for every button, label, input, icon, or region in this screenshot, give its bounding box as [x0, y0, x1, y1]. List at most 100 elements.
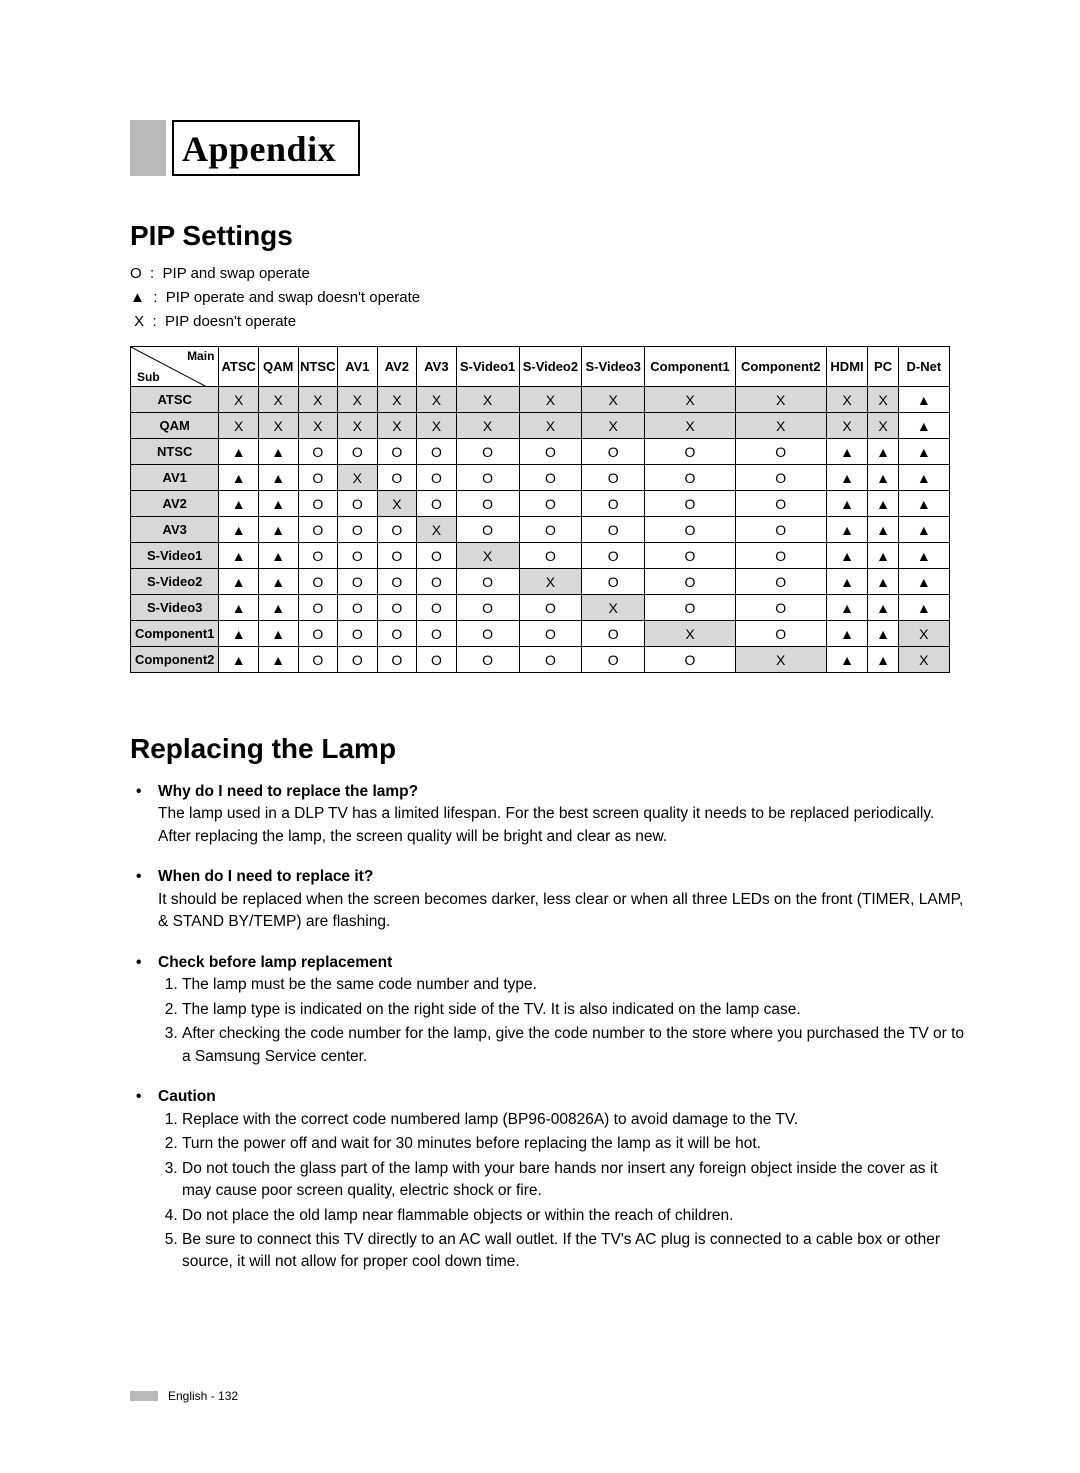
- pip-cell: ▲: [258, 595, 298, 621]
- pip-cell: O: [298, 439, 338, 465]
- pip-cell: O: [519, 517, 582, 543]
- pip-row-header: S-Video2: [131, 569, 219, 595]
- pip-cell: O: [377, 543, 417, 569]
- pip-cell: O: [519, 647, 582, 673]
- legend-text: PIP doesn't operate: [165, 313, 296, 330]
- table-row: AV1▲▲OXOOOOOOO▲▲▲: [131, 465, 950, 491]
- pip-cell: X: [826, 413, 868, 439]
- pip-col-header: PC: [868, 347, 898, 387]
- pip-cell: X: [826, 387, 868, 413]
- lamp-list: •Why do I need to replace the lamp?The l…: [130, 781, 970, 1274]
- pip-cell: O: [377, 621, 417, 647]
- pip-cell: O: [338, 647, 378, 673]
- bullet-icon: •: [136, 781, 141, 803]
- pip-cell: ▲: [868, 569, 898, 595]
- pip-cell: ▲: [868, 621, 898, 647]
- lamp-question: Check before lamp replacement: [158, 952, 970, 974]
- pip-cell: X: [582, 595, 645, 621]
- pip-cell: O: [377, 647, 417, 673]
- pip-cell: O: [338, 621, 378, 647]
- pip-cell: X: [258, 413, 298, 439]
- pip-cell: O: [417, 465, 457, 491]
- legend-row: ▲ : PIP operate and swap doesn't operate: [130, 286, 970, 310]
- pip-cell: O: [519, 439, 582, 465]
- pip-cell: O: [735, 543, 826, 569]
- pip-cell: O: [338, 543, 378, 569]
- pip-cell: O: [582, 621, 645, 647]
- title-accent: [130, 120, 166, 176]
- pip-cell: O: [645, 543, 736, 569]
- pip-cell: X: [519, 413, 582, 439]
- pip-cell: O: [377, 569, 417, 595]
- pip-cell: ▲: [868, 647, 898, 673]
- pip-cell: ▲: [826, 491, 868, 517]
- pip-cell: ▲: [898, 465, 949, 491]
- pip-cell: ▲: [868, 543, 898, 569]
- pip-cell: O: [456, 491, 519, 517]
- pip-col-header: S-Video1: [456, 347, 519, 387]
- pip-cell: ▲: [898, 517, 949, 543]
- lamp-question: When do I need to replace it?: [158, 866, 970, 888]
- pip-cell: ▲: [868, 465, 898, 491]
- pip-corner-cell: Main Sub: [131, 347, 219, 387]
- pip-cell: X: [645, 413, 736, 439]
- pip-cell: O: [338, 491, 378, 517]
- pip-cell: O: [519, 595, 582, 621]
- pip-cell: ▲: [898, 491, 949, 517]
- pip-cell: ▲: [898, 569, 949, 595]
- pip-cell: X: [219, 387, 259, 413]
- legend-sym: X: [134, 313, 144, 330]
- pip-legend: O : PIP and swap operate ▲ : PIP operate…: [130, 262, 970, 334]
- pip-col-header: HDMI: [826, 347, 868, 387]
- pip-cell: ▲: [219, 621, 259, 647]
- lamp-list-item: Be sure to connect this TV directly to a…: [182, 1229, 970, 1274]
- footer-text: English - 132: [168, 1389, 238, 1403]
- pip-cell: ▲: [219, 647, 259, 673]
- pip-col-header: AV2: [377, 347, 417, 387]
- pip-cell: X: [645, 621, 736, 647]
- bullet-icon: •: [136, 1086, 141, 1108]
- pip-cell: X: [898, 621, 949, 647]
- corner-main: Main: [187, 349, 214, 363]
- lamp-list-item: Do not place the old lamp near flammable…: [182, 1205, 970, 1227]
- pip-row-header: AV2: [131, 491, 219, 517]
- pip-cell: ▲: [258, 621, 298, 647]
- pip-cell: X: [735, 387, 826, 413]
- pip-cell: ▲: [258, 439, 298, 465]
- pip-cell: O: [519, 621, 582, 647]
- pip-cell: ▲: [898, 387, 949, 413]
- page-footer: English - 132: [130, 1389, 238, 1403]
- lamp-heading: Replacing the Lamp: [130, 733, 970, 765]
- pip-cell: O: [417, 491, 457, 517]
- pip-cell: ▲: [826, 517, 868, 543]
- pip-cell: X: [258, 387, 298, 413]
- lamp-list-item: Do not touch the glass part of the lamp …: [182, 1158, 970, 1203]
- legend-sym: O: [130, 265, 142, 282]
- pip-row-header: QAM: [131, 413, 219, 439]
- bullet-icon: •: [136, 866, 141, 888]
- lamp-list-item: After checking the code number for the l…: [182, 1023, 970, 1068]
- lamp-question: Why do I need to replace the lamp?: [158, 781, 970, 803]
- pip-cell: ▲: [898, 413, 949, 439]
- pip-cell: O: [645, 647, 736, 673]
- pip-cell: ▲: [219, 595, 259, 621]
- pip-cell: O: [735, 491, 826, 517]
- pip-cell: O: [582, 543, 645, 569]
- pip-row-header: Component2: [131, 647, 219, 673]
- pip-cell: ▲: [219, 569, 259, 595]
- pip-cell: O: [417, 621, 457, 647]
- pip-cell: ▲: [219, 491, 259, 517]
- table-row: S-Video2▲▲OOOOOXOOO▲▲▲: [131, 569, 950, 595]
- pip-cell: ▲: [898, 439, 949, 465]
- pip-cell: O: [735, 621, 826, 647]
- pip-cell: O: [735, 569, 826, 595]
- pip-cell: ▲: [219, 543, 259, 569]
- legend-sym: ▲: [130, 289, 145, 306]
- pip-cell: O: [735, 465, 826, 491]
- lamp-ordered-list: Replace with the correct code numbered l…: [158, 1109, 970, 1274]
- pip-cell: O: [645, 517, 736, 543]
- pip-cell: ▲: [258, 647, 298, 673]
- pip-cell: O: [456, 439, 519, 465]
- title-box: Appendix: [172, 120, 360, 176]
- pip-cell: O: [456, 465, 519, 491]
